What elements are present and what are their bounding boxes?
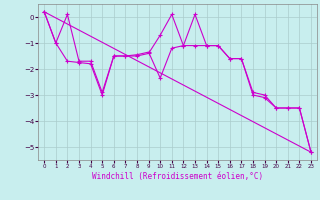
X-axis label: Windchill (Refroidissement éolien,°C): Windchill (Refroidissement éolien,°C) — [92, 172, 263, 181]
